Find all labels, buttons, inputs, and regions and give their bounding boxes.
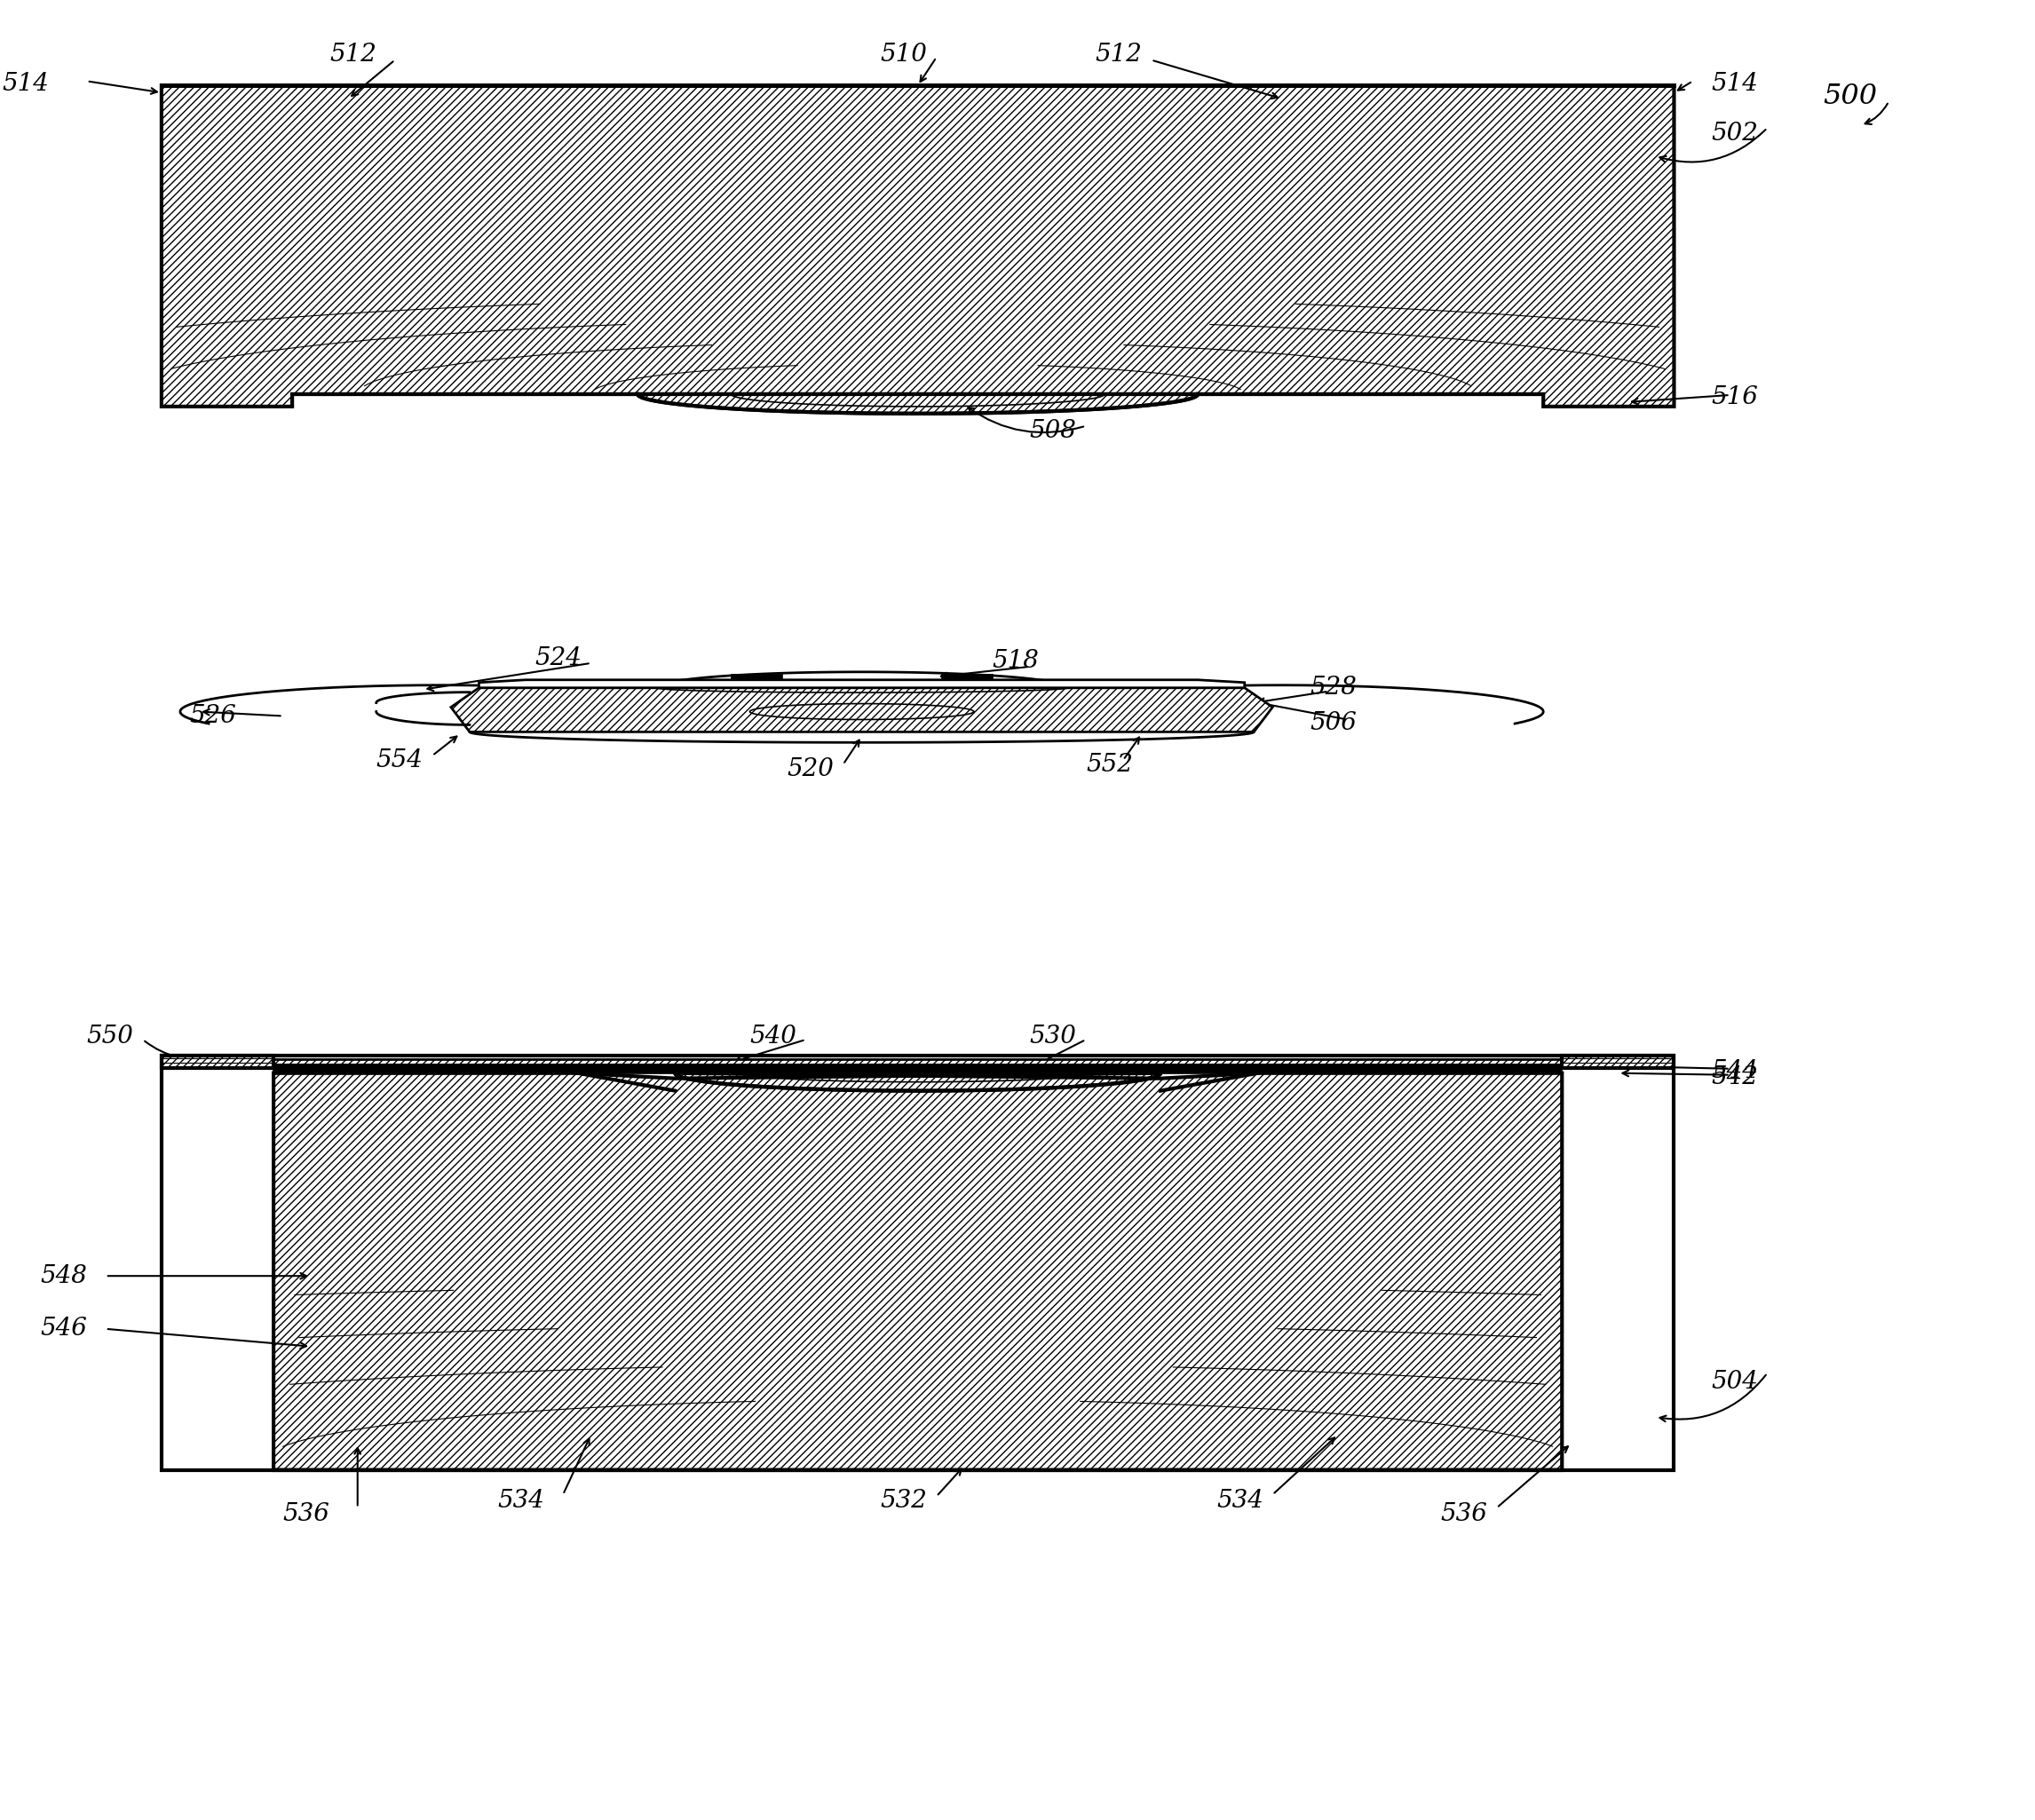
Text: 526: 526 [189, 704, 236, 728]
Text: 536: 536 [1441, 1502, 1488, 1525]
Text: 550: 550 [88, 1025, 134, 1048]
Polygon shape [1563, 1056, 1675, 1068]
Text: 506: 506 [1311, 712, 1357, 735]
Text: 502: 502 [1711, 122, 1758, 146]
Text: 514: 514 [2, 71, 49, 96]
Text: 516: 516 [1711, 386, 1758, 410]
Polygon shape [273, 1074, 1563, 1471]
Text: 500: 500 [1823, 82, 1878, 109]
Text: 532: 532 [881, 1489, 928, 1512]
Text: 534: 534 [499, 1489, 545, 1512]
Polygon shape [161, 1056, 273, 1068]
Polygon shape [478, 681, 1245, 688]
Polygon shape [273, 1059, 1563, 1065]
Text: 512: 512 [1095, 42, 1142, 67]
Text: 554: 554 [376, 748, 423, 772]
Polygon shape [731, 673, 781, 681]
Text: 504: 504 [1711, 1370, 1758, 1394]
Text: 514: 514 [1711, 71, 1758, 96]
Text: 534: 534 [1217, 1489, 1264, 1512]
Text: 512: 512 [330, 42, 376, 67]
Text: 548: 548 [41, 1263, 88, 1289]
Text: 552: 552 [1087, 752, 1133, 777]
Text: 540: 540 [749, 1025, 796, 1048]
Text: 528: 528 [1311, 675, 1357, 699]
Text: 518: 518 [993, 650, 1040, 673]
Text: 520: 520 [788, 757, 834, 781]
Polygon shape [452, 688, 1272, 732]
Text: 544: 544 [1711, 1059, 1758, 1083]
Text: 536: 536 [283, 1502, 330, 1525]
Text: 510: 510 [881, 42, 928, 67]
Text: 530: 530 [1030, 1025, 1077, 1048]
Polygon shape [940, 673, 993, 681]
Polygon shape [161, 86, 1675, 413]
Text: 542: 542 [1711, 1065, 1758, 1090]
Text: 546: 546 [41, 1318, 88, 1341]
Text: 524: 524 [535, 646, 582, 672]
Text: 508: 508 [1030, 419, 1077, 444]
Polygon shape [478, 681, 1245, 688]
Polygon shape [273, 1065, 1563, 1074]
